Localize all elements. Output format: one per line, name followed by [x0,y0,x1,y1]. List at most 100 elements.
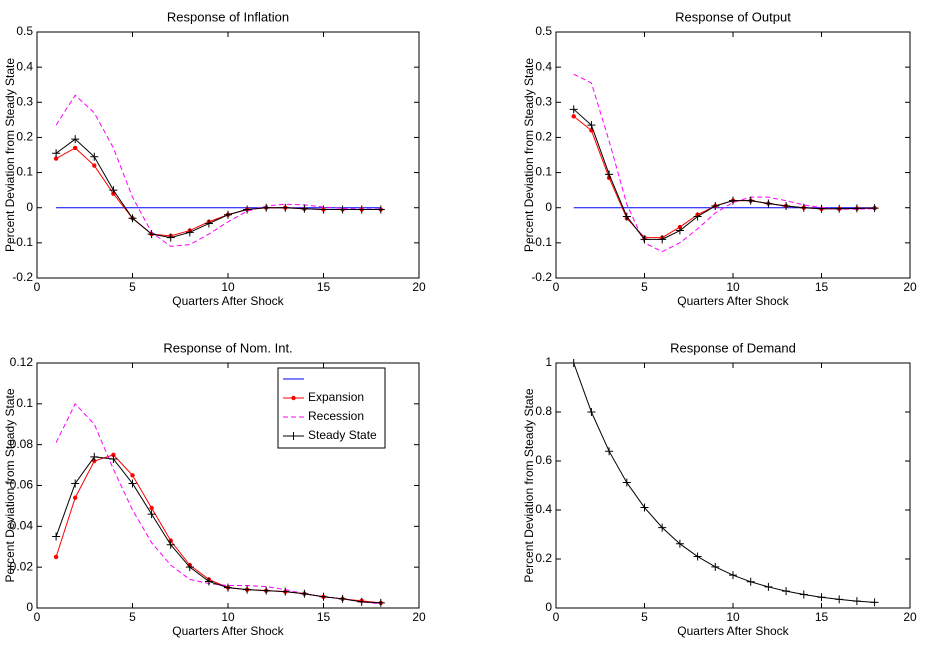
marker [52,532,61,541]
chart-title: Response of Inflation [167,9,289,24]
y-tick-label: 0.08 [10,437,34,451]
x-tick-label: 20 [903,280,917,294]
marker [168,538,173,543]
marker [835,204,844,213]
marker [128,479,137,488]
marker [111,452,116,458]
y-axis-label: Percent Deviation from Steady State [3,58,17,252]
y-tick-label: 0.4 [535,59,552,73]
marker [204,577,213,586]
marker [166,540,175,549]
marker [870,598,879,607]
marker [147,230,156,239]
marker [243,585,252,594]
x-tick-label: 10 [726,610,740,624]
marker [746,196,755,205]
chart-title: Response of Nom. Int. [163,340,292,355]
marker [376,598,385,607]
x-tick-label: 10 [221,610,235,624]
y-tick-label: 0 [545,600,552,614]
x-tick-label: 5 [641,610,648,624]
y-tick-label: 0.5 [535,24,552,38]
axes-box [555,31,911,279]
y-tick-label: 0.3 [535,94,552,108]
marker [262,586,271,595]
y-axis-label: Percent Deviation from Steady State [522,388,536,582]
marker [319,205,328,214]
marker [605,170,614,179]
x-tick-label: 5 [641,280,648,294]
x-tick-label: 20 [903,610,917,624]
marker [71,479,80,488]
marker [243,205,252,214]
marker [782,201,791,210]
y-tick-label: 0.6 [535,453,552,467]
chart-title: Response of Demand [670,340,796,355]
y-tick-label: -0.2 [531,270,552,284]
y-tick-label: 0.04 [10,519,34,533]
marker [166,233,175,242]
marker [338,205,347,214]
y-tick-label: -0.1 [531,235,552,249]
marker [622,478,631,487]
y-tick-label: 0.02 [10,559,34,573]
marker [835,595,844,604]
marker [587,121,596,130]
x-tick-label: 20 [412,280,426,294]
y-tick-label: 0.2 [535,130,552,144]
marker [185,563,194,572]
y-tick-label: 0.2 [16,130,33,144]
x-tick-label: 20 [412,610,426,624]
y-tick-label: 0 [26,600,33,614]
marker [852,597,861,606]
y-axis-label: Percent Deviation from Steady State [522,58,536,252]
x-tick-label: 15 [815,280,829,294]
x-axis-label: Quarters After Shock [677,294,789,308]
plot-area [556,32,910,278]
marker [376,205,385,214]
y-tick-label: -0.2 [12,270,33,284]
marker [799,590,808,599]
marker [204,219,213,228]
marker [640,235,649,244]
axes-box [36,31,420,279]
marker [109,454,118,463]
marker [746,577,755,586]
y-tick-label: 0.06 [10,478,34,492]
marker [53,554,59,560]
marker [605,447,614,456]
y-tick-label: 0.1 [535,165,552,179]
marker [571,114,576,119]
marker [52,149,61,158]
marker [658,523,667,532]
marker [224,583,232,592]
marker [53,156,59,161]
x-tick-label: 15 [815,610,829,624]
x-tick-label: 15 [317,610,331,624]
x-tick-label: 5 [129,280,136,294]
axes-box [555,362,911,609]
y-tick-label: 0.1 [16,396,33,410]
marker [870,204,879,213]
y-tick-label: 0.2 [535,551,552,565]
legend-label: Steady State [308,428,377,442]
x-tick-label: 10 [221,280,235,294]
marker [693,552,702,561]
marker [300,204,309,213]
marker [92,163,97,168]
x-tick-label: 0 [34,610,41,624]
y-tick-label: 0.4 [16,59,33,73]
marker [357,597,366,606]
marker [224,210,232,219]
marker [300,589,309,598]
marker [587,408,596,416]
marker [658,235,667,244]
marker [90,452,99,461]
plot-area [37,32,419,278]
marker [782,587,791,596]
marker [185,228,194,237]
marker [73,145,78,151]
x-tick-label: 5 [129,610,136,624]
